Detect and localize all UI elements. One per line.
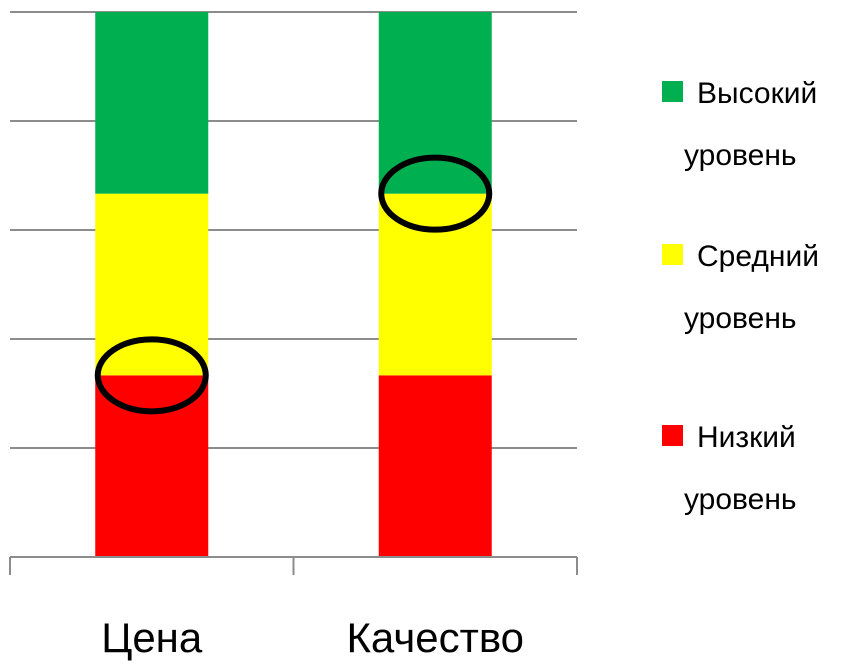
bar-segments: [95, 12, 492, 557]
highlight-ellipses: [94, 154, 493, 415]
category-labels: Цена Качество: [101, 614, 524, 661]
legend-label: Средний: [697, 240, 819, 273]
legend-swatch-medium: [662, 244, 683, 265]
category-label: Качество: [346, 614, 524, 661]
legend-swatch-high: [662, 81, 683, 102]
highlight-ellipse: [94, 336, 209, 415]
category-label: Цена: [101, 614, 203, 661]
legend-label: уровень: [684, 139, 797, 172]
legend-label: Низкий: [697, 421, 796, 454]
legend: Высокий уровень Средний уровень Низкий у…: [662, 77, 819, 516]
x-axis: [9, 556, 578, 575]
legend-label: уровень: [684, 302, 797, 335]
bar-segment: [378, 193, 492, 376]
legend-swatch-low: [662, 425, 683, 446]
bar-segment: [378, 375, 492, 557]
bar-segment: [95, 193, 209, 376]
legend-label: Высокий: [697, 77, 817, 110]
bar-segment: [95, 12, 209, 194]
legend-label: уровень: [684, 483, 797, 516]
gridlines: [10, 11, 577, 449]
bar-segment: [378, 12, 492, 194]
highlight-ellipse: [378, 154, 493, 233]
bar-segment: [95, 375, 209, 557]
